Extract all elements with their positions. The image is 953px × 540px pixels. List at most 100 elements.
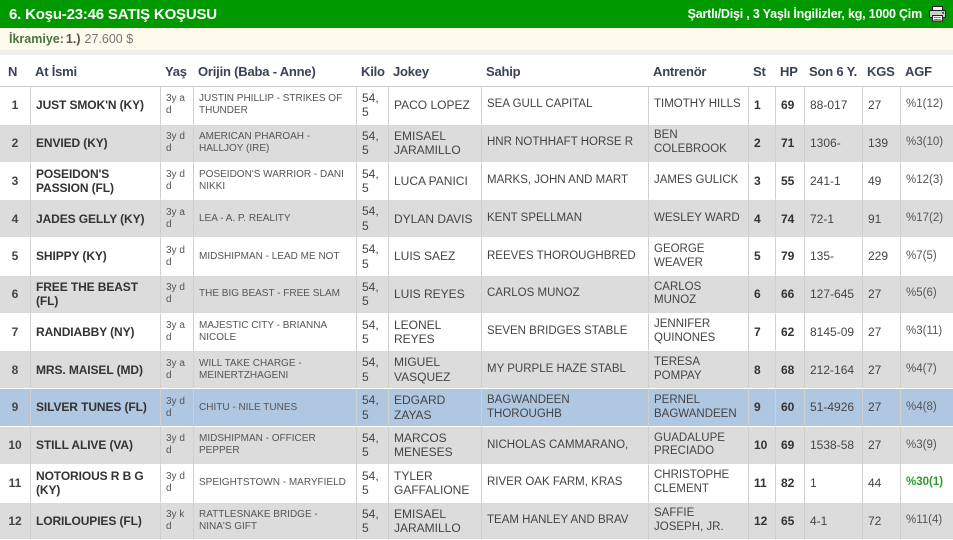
cell-start: 4: [748, 200, 775, 239]
table-row[interactable]: 5 SHIPPY (KY) 3y d d MIDSHIPMAN - LEAD M…: [0, 238, 953, 276]
cell-owner: HNR NOTHHAFT HORSE R: [481, 124, 648, 163]
cell-horse-name: STILL ALIVE (VA): [30, 427, 160, 465]
entries-tbody: 1 JUST SMOK'N (KY) 3y a d JUSTIN PHILLIP…: [0, 87, 953, 540]
table-row[interactable]: 11 NOTORIOUS R B G (KY) 3y d d SPEIGHTST…: [0, 464, 953, 503]
cell-last6: 72-1: [804, 200, 862, 239]
cell-owner: RIVER OAK FARM, KRAS: [481, 464, 648, 503]
col-header-owner: Sahip: [481, 55, 648, 87]
cell-origin: LEA - A. P. REALITY: [193, 200, 356, 239]
cell-last6: 88-017: [804, 87, 862, 125]
cell-jockey: MARCOS MENESES: [388, 427, 481, 465]
cell-weight: 54,5: [356, 162, 388, 201]
cell-hp: 69: [775, 87, 804, 125]
cell-weight: 54,5: [356, 275, 388, 314]
cell-number: 6: [0, 275, 30, 314]
cell-age: 3y d d: [160, 275, 193, 314]
cell-number: 11: [0, 464, 30, 503]
cell-kgs: 27: [862, 87, 900, 125]
col-header-hp: HP: [775, 55, 804, 87]
cell-origin: THE BIG BEAST - FREE SLAM: [193, 275, 356, 314]
cell-origin: AMERICAN PHAROAH - HALLJOY (IRE): [193, 124, 356, 163]
cell-kgs: 49: [862, 162, 900, 201]
cell-kgs: 27: [862, 275, 900, 314]
cell-start: 2: [748, 124, 775, 163]
col-header-agf: AGF: [900, 55, 953, 87]
race-header-bar: 6. Koşu-23:46 SATIŞ KOŞUSU Şartlı/Dişi ,…: [0, 0, 953, 28]
cell-horse-name: JUST SMOK'N (KY): [30, 87, 160, 125]
cell-horse-name: FREE THE BEAST (FL): [30, 275, 160, 314]
cell-trainer: GEORGE WEAVER: [648, 238, 748, 276]
cell-owner: MY PURPLE HAZE STABL: [481, 351, 648, 390]
cell-kgs: 139: [862, 124, 900, 163]
cell-kgs: 27: [862, 427, 900, 465]
cell-owner: TEAM HANLEY AND BRAV: [481, 502, 648, 540]
table-row[interactable]: 1 JUST SMOK'N (KY) 3y a d JUSTIN PHILLIP…: [0, 87, 953, 125]
prize-amount: 27.600 $: [84, 32, 134, 46]
cell-last6: 241-1: [804, 162, 862, 201]
cell-last6: 212-164: [804, 351, 862, 390]
cell-weight: 54,5: [356, 502, 388, 540]
cell-hp: 65: [775, 502, 804, 540]
cell-jockey: MIGUEL VASQUEZ: [388, 351, 481, 390]
cell-weight: 54,5: [356, 238, 388, 276]
cell-number: 3: [0, 162, 30, 201]
cell-number: 2: [0, 124, 30, 163]
table-row[interactable]: 2 ENVIED (KY) 3y d d AMERICAN PHAROAH - …: [0, 124, 953, 163]
cell-weight: 54,5: [356, 464, 388, 503]
printer-icon[interactable]: [928, 6, 947, 22]
cell-age: 3y d d: [160, 162, 193, 201]
cell-weight: 54,5: [356, 351, 388, 390]
table-row[interactable]: 12 LORILOUPIES (FL) 3y k d RATTLESNAKE B…: [0, 502, 953, 540]
cell-horse-name: RANDIABBY (NY): [30, 313, 160, 352]
col-header-age: Yaş: [160, 55, 193, 87]
cell-jockey: TYLER GAFFALIONE: [388, 464, 481, 503]
cell-weight: 54,5: [356, 200, 388, 239]
prize-label: İkramiye:: [9, 32, 64, 46]
cell-trainer: PERNEL BAGWANDEEN: [648, 389, 748, 428]
cell-hp: 55: [775, 162, 804, 201]
cell-jockey: LUCA PANICI: [388, 162, 481, 201]
cell-origin: MAJESTIC CITY - BRIANNA NICOLE: [193, 313, 356, 352]
cell-kgs: 27: [862, 351, 900, 390]
cell-horse-name: ENVIED (KY): [30, 124, 160, 163]
cell-start: 3: [748, 162, 775, 201]
cell-owner: BAGWANDEEN THOROUGHB: [481, 389, 648, 428]
cell-start: 8: [748, 351, 775, 390]
prize-rank: 1.): [65, 32, 81, 46]
table-row[interactable]: 10 STILL ALIVE (VA) 3y d d MIDSHIPMAN - …: [0, 427, 953, 465]
col-header-kgs: KGS: [862, 55, 900, 87]
cell-start: 5: [748, 238, 775, 276]
table-row[interactable]: 3 POSEIDON'S PASSION (FL) 3y d d POSEIDO…: [0, 162, 953, 201]
cell-number: 5: [0, 238, 30, 276]
table-row[interactable]: 8 MRS. MAISEL (MD) 3y a d WILL TAKE CHAR…: [0, 351, 953, 390]
cell-trainer: TERESA POMPAY: [648, 351, 748, 390]
cell-last6: 4-1: [804, 502, 862, 540]
cell-agf: %5(6): [900, 275, 953, 314]
cell-age: 3y d d: [160, 124, 193, 163]
cell-owner: SEVEN BRIDGES STABLE: [481, 313, 648, 352]
cell-age: 3y d d: [160, 238, 193, 276]
table-row[interactable]: 9 SILVER TUNES (FL) 3y d d CHITU - NILE …: [0, 389, 953, 428]
cell-horse-name: POSEIDON'S PASSION (FL): [30, 162, 160, 201]
cell-start: 9: [748, 389, 775, 428]
table-row[interactable]: 4 JADES GELLY (KY) 3y a d LEA - A. P. RE…: [0, 200, 953, 239]
table-row[interactable]: 7 RANDIABBY (NY) 3y a d MAJESTIC CITY - …: [0, 313, 953, 352]
table-row[interactable]: 6 FREE THE BEAST (FL) 3y d d THE BIG BEA…: [0, 275, 953, 314]
cell-horse-name: LORILOUPIES (FL): [30, 502, 160, 540]
cell-agf: %11(4): [900, 502, 953, 540]
cell-owner: NICHOLAS CAMMARANO,: [481, 427, 648, 465]
cell-age: 3y d d: [160, 464, 193, 503]
cell-weight: 54,5: [356, 124, 388, 163]
cell-number: 1: [0, 87, 30, 125]
cell-hp: 60: [775, 389, 804, 428]
cell-hp: 66: [775, 275, 804, 314]
cell-weight: 54,5: [356, 427, 388, 465]
cell-origin: JUSTIN PHILLIP - STRIKES OF THUNDER: [193, 87, 356, 125]
cell-agf: %17(2): [900, 200, 953, 239]
race-conditions: Şartlı/Dişi , 3 Yaşlı İngilizler, kg, 10…: [688, 6, 947, 22]
cell-number: 9: [0, 389, 30, 428]
cell-agf: %3(11): [900, 313, 953, 352]
col-header-weight: Kilo: [356, 55, 388, 87]
cell-horse-name: SILVER TUNES (FL): [30, 389, 160, 428]
race-conditions-text: Şartlı/Dişi , 3 Yaşlı İngilizler, kg, 10…: [687, 7, 923, 21]
